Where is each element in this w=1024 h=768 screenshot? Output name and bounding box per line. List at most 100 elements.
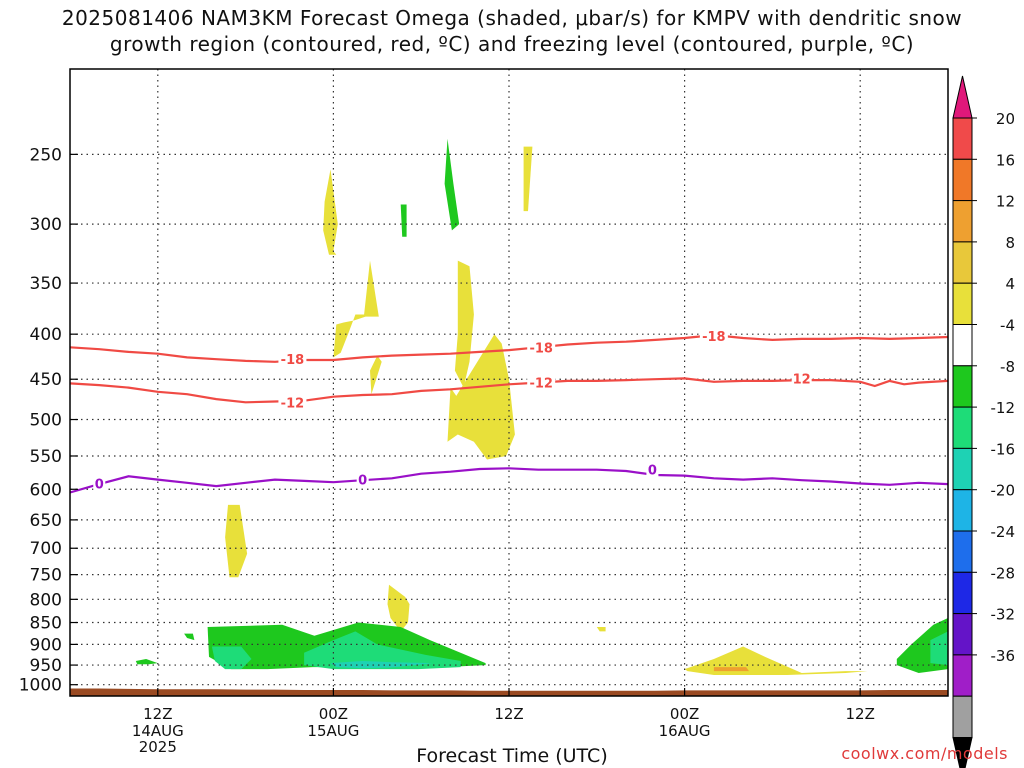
colorbar-swatch	[952, 613, 973, 656]
omega-region-18	[304, 631, 461, 670]
colorbar-swatch	[952, 365, 973, 408]
colorbar-swatch	[952, 406, 973, 449]
omega-region-14	[184, 633, 195, 641]
contour-label: -12	[529, 377, 553, 392]
contour--18	[69, 333, 949, 363]
y-tick-label: 650	[30, 511, 62, 531]
omega-region-17	[211, 646, 252, 670]
contour-label-bg	[93, 475, 106, 491]
x-tick-label: 12Z	[494, 705, 523, 723]
omega-region-1	[333, 260, 379, 358]
colorbar-swatch	[952, 158, 973, 202]
contour-label: 12	[793, 372, 811, 387]
colorbar-label: 12	[996, 193, 1015, 211]
contour-label: -18	[281, 353, 305, 368]
contour-label-bg	[527, 374, 556, 390]
x-tick-label: 00Z	[319, 705, 348, 723]
contour-label-bg	[356, 471, 369, 487]
y-tick-label: 850	[30, 614, 62, 634]
x-axis-label: Forecast Time (UTC)	[416, 745, 608, 767]
contour-0	[69, 467, 949, 494]
colorbar-label: -16	[991, 440, 1016, 458]
y-tick-label: 400	[30, 325, 62, 345]
omega-region-11	[444, 138, 460, 231]
x-tick-sublabel: 16AUG	[659, 722, 711, 740]
credit-link[interactable]: coolwx.com/models	[841, 744, 1008, 763]
contour-label-bg	[699, 328, 728, 344]
y-tick-label: 600	[30, 480, 62, 500]
colorbar-swatch	[952, 241, 973, 284]
colorbar-swatch	[952, 200, 973, 243]
contour-label-bg	[646, 461, 659, 477]
colorbar-swatch	[952, 447, 973, 491]
omega-region-20	[330, 661, 433, 669]
contour-label: -18	[529, 341, 553, 356]
y-tick-label: 250	[30, 145, 62, 165]
colorbar-swatch	[952, 117, 973, 160]
contour-label: -12	[281, 396, 305, 411]
y-tick-label: 750	[30, 566, 62, 586]
colorbar-label: -4	[1000, 317, 1015, 335]
omega-region-19	[930, 631, 948, 666]
colorbar: 20 16 12 8 4 -4 -8 -12 -16 -20 -24 -28 -32 -36	[952, 75, 1016, 768]
omega-region-4	[447, 334, 515, 460]
omega-region-15	[135, 659, 158, 665]
axes-layer: 250 300 350 400 450 500 550 600 650 700 750 800 8509…	[19, 68, 949, 756]
omega-shading-layer	[135, 138, 948, 675]
colorbar-top-arrow	[952, 75, 973, 119]
omega-region-10	[713, 667, 749, 672]
contour-label: -18	[702, 330, 726, 345]
contour-label: 0	[95, 477, 104, 492]
x-tick-label: 12Z	[846, 705, 875, 723]
y-tick-label: 700	[30, 539, 62, 559]
x-tick-label: 12Z	[143, 705, 172, 723]
contour-label-bg	[791, 370, 812, 386]
omega-region-2	[370, 355, 382, 395]
omega-region-3	[454, 260, 474, 388]
colorbar-swatch	[952, 571, 973, 615]
omega-region-5	[225, 504, 248, 578]
colorbar-label: 8	[1005, 234, 1015, 252]
y-tick-label: 350	[30, 274, 62, 294]
y-tick-label: 800	[30, 590, 62, 610]
colorbar-swatch	[952, 654, 973, 697]
colorbar-label: 20	[996, 110, 1015, 128]
x-tick-label: 00Z	[670, 705, 699, 723]
contour-label-bg	[278, 351, 307, 367]
colorbar-swatch	[952, 695, 973, 739]
colorbar-label: -24	[991, 523, 1016, 541]
colorbar-swatch	[952, 324, 973, 367]
colorbar-label: -8	[1000, 358, 1015, 376]
colorbar-swatch	[952, 530, 973, 573]
colorbar-label: -20	[991, 482, 1016, 500]
x-tick-sublabel: 15AUG	[307, 722, 359, 740]
y-tick-label: 1000	[19, 676, 62, 696]
colorbar-swatch	[952, 489, 973, 532]
y-tick-label: 900	[30, 635, 62, 655]
contour-label-bg	[527, 339, 556, 355]
y-tick-label: 500	[30, 411, 62, 431]
colorbar-label: 16	[996, 151, 1015, 169]
y-tick-label: 550	[30, 447, 62, 467]
contour-label: 0	[648, 464, 657, 479]
omega-region-12	[400, 204, 407, 237]
omega-region-8	[523, 146, 533, 212]
x-tick-sublabel: 14AUG	[132, 722, 184, 740]
colorbar-bottom-arrow	[952, 737, 973, 768]
grid-layer	[70, 69, 948, 696]
colorbar-label: -36	[991, 647, 1016, 665]
omega-region-0	[323, 169, 338, 255]
contour-label-bg	[278, 394, 307, 410]
y-tick-label: 450	[30, 370, 62, 390]
x-tick-sublabel: 2025	[139, 738, 177, 756]
colorbar-label: -12	[991, 399, 1016, 417]
y-tick-label: 300	[30, 215, 62, 235]
colorbar-label: -28	[991, 564, 1016, 582]
contour-label-layer: -18 -18 -18 -12 -12 12 0 0 0	[93, 328, 812, 492]
omega-region-9	[684, 646, 868, 675]
colorbar-swatch	[952, 282, 973, 326]
omega-region-6	[387, 584, 410, 632]
colorbar-label: -32	[991, 606, 1016, 624]
colorbar-label: 4	[1005, 275, 1015, 293]
